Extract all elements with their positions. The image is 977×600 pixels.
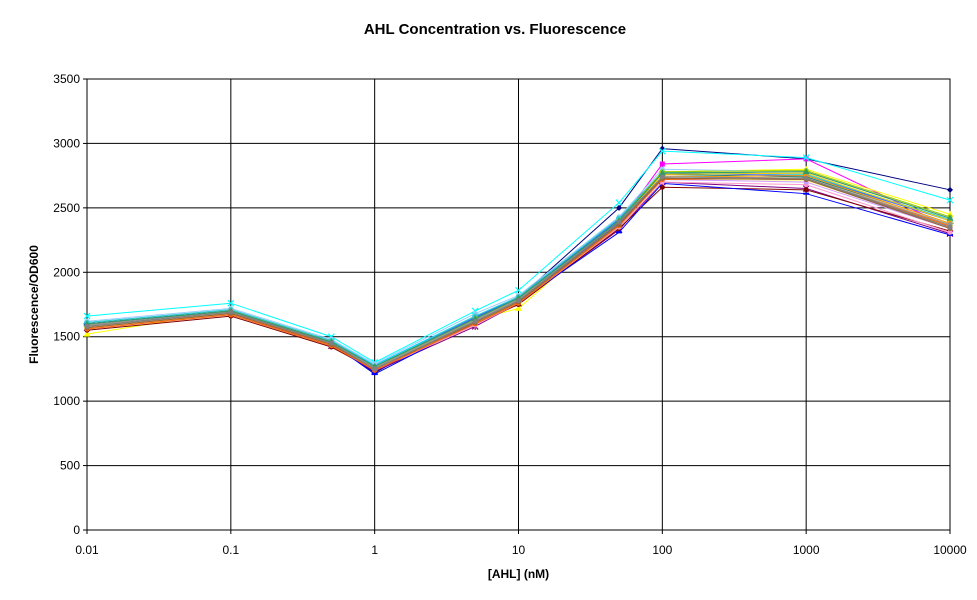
y-axis-ticks: 0 500 1000 1500 2000 2500 3000 3500 xyxy=(53,72,87,537)
data-point xyxy=(372,366,378,372)
series-line xyxy=(86,171,951,367)
series-line xyxy=(86,177,951,370)
y-axis-title: Fluorescence/OD600 xyxy=(27,245,41,364)
data-point xyxy=(371,373,378,376)
data-point xyxy=(328,340,334,346)
y-tick-label: 500 xyxy=(60,459,80,473)
series-line xyxy=(86,176,951,370)
data-point xyxy=(659,161,665,167)
x-tick-label: 100 xyxy=(652,543,672,557)
data-point xyxy=(616,204,623,211)
data-point xyxy=(947,233,953,236)
data-point xyxy=(947,229,953,235)
data-point xyxy=(228,309,234,315)
data-point xyxy=(802,154,810,162)
y-tick-label: 1000 xyxy=(53,394,80,408)
data-point xyxy=(515,286,522,294)
data-point xyxy=(227,299,235,307)
data-point xyxy=(658,147,666,155)
data-point xyxy=(946,214,954,221)
data-point xyxy=(83,330,91,337)
data-point xyxy=(659,184,665,190)
y-tick-label: 1500 xyxy=(53,330,80,344)
data-point xyxy=(472,318,478,324)
data-point xyxy=(84,323,90,329)
x-axis-title: [AHL] (nM) xyxy=(488,567,549,581)
y-tick-label: 3500 xyxy=(53,72,80,86)
x-axis-ticks: 0.01 0.1 1 10 100 1000 10000 xyxy=(75,530,967,557)
data-point xyxy=(947,224,953,230)
data-point xyxy=(616,219,622,225)
y-tick-label: 3000 xyxy=(53,136,80,150)
data-point xyxy=(947,186,953,193)
data-point xyxy=(615,199,623,207)
series-line xyxy=(86,171,951,367)
data-point xyxy=(803,175,809,181)
data-point xyxy=(803,156,809,162)
data-point xyxy=(515,304,522,311)
data-point xyxy=(658,169,666,176)
x-tick-label: 10000 xyxy=(933,543,967,557)
data-point xyxy=(516,298,521,304)
x-tick-label: 0.1 xyxy=(222,543,239,557)
y-tick-label: 2500 xyxy=(53,201,80,215)
x-tick-label: 0.01 xyxy=(75,543,99,557)
data-point xyxy=(803,187,809,193)
series-line xyxy=(86,150,951,364)
series-line xyxy=(86,181,951,373)
y-tick-label: 2000 xyxy=(53,265,80,279)
data-point xyxy=(659,174,665,180)
series-line xyxy=(86,168,951,365)
data-point xyxy=(946,196,954,204)
x-tick-label: 1 xyxy=(371,543,378,557)
y-tick-label: 0 xyxy=(73,523,80,537)
data-point xyxy=(802,168,810,175)
data-point xyxy=(803,192,810,195)
data-point xyxy=(616,231,623,234)
series-26 xyxy=(84,174,953,372)
series-lines xyxy=(83,145,954,376)
x-tick-label: 10 xyxy=(512,543,526,557)
data-point xyxy=(83,312,91,320)
x-tick-label: 1000 xyxy=(793,543,820,557)
chart-title: AHL Concentration vs. Fluorescence xyxy=(363,21,627,38)
